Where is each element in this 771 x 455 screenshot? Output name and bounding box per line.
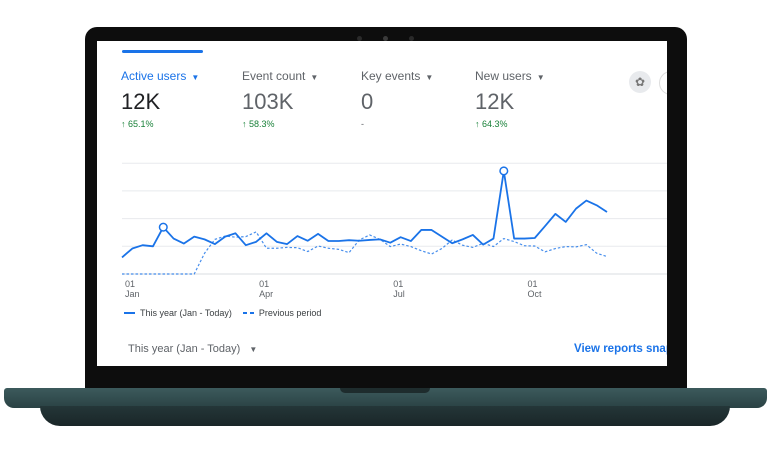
- x-tick-day: 01: [125, 279, 135, 289]
- series-this-year: [121, 170, 608, 259]
- metric-value: 12K: [475, 89, 515, 114]
- arrow-up-icon: ↑: [121, 119, 126, 129]
- legend-solid-swatch: [124, 312, 135, 314]
- x-tick-day: 01: [527, 279, 537, 289]
- x-tick-month: Jul: [393, 289, 405, 299]
- dropdown-caret-icon: ▼: [191, 73, 200, 82]
- metric-active-users[interactable]: Active users ▼ 12K ↑ 65.1%: [121, 69, 199, 129]
- sensor-icon: [409, 36, 414, 41]
- data-point-marker: [499, 166, 509, 176]
- metric-event-count[interactable]: Event count ▼ 103K ↑ 58.3%: [242, 69, 318, 129]
- metric-delta: 58.3%: [249, 119, 275, 129]
- x-tick-month: Jan: [125, 289, 140, 299]
- metric-label: Active users: [121, 69, 187, 83]
- legend-dashed-swatch: [242, 312, 254, 314]
- analytics-card: Active users ▼ 12K ↑ 65.1% Event count ▼ 1…: [97, 41, 667, 366]
- metric-label: Event count: [242, 69, 306, 83]
- dropdown-caret-icon: ▼: [310, 73, 319, 82]
- sensor-icon: [357, 36, 362, 41]
- metric-key-events[interactable]: Key events ▼ 0 -: [361, 69, 433, 129]
- laptop-hinge-notch: [340, 388, 430, 393]
- camera-icon: [383, 36, 388, 41]
- date-range-label: This year (Jan - Today): [128, 343, 241, 355]
- x-tick-day: 01: [259, 279, 269, 289]
- x-tick-month: Oct: [527, 289, 542, 299]
- laptop-base-underside: [40, 406, 730, 426]
- legend-previous-period: Previous period: [258, 308, 322, 318]
- metric-delta: 65.1%: [128, 119, 154, 129]
- date-range-dropdown[interactable]: This year (Jan - Today) ▼: [128, 343, 257, 355]
- dropdown-caret-icon: ▼: [536, 73, 545, 82]
- x-tick-day: 01: [393, 279, 403, 289]
- metric-value: 103K: [242, 89, 294, 114]
- metric-value: 12K: [121, 89, 161, 114]
- legend-this-year: This year (Jan - Today): [140, 308, 232, 318]
- metric-label: Key events: [361, 69, 421, 83]
- series-previous-period: [122, 231, 608, 275]
- x-tick-month: Apr: [259, 289, 273, 299]
- metric-new-users[interactable]: New users ▼ 12K ↑ 64.3%: [475, 69, 545, 129]
- data-point-marker: [158, 222, 168, 232]
- metric-delta: 64.3%: [482, 119, 508, 129]
- chart-legend: This year (Jan - Today) Previous period: [124, 308, 321, 318]
- laptop-base: [4, 388, 767, 408]
- view-reports-snapshot-link[interactable]: View reports snapshot: [574, 343, 667, 355]
- metric-label: New users: [475, 69, 532, 83]
- metric-delta: -: [361, 119, 364, 129]
- insights-icon[interactable]: ✿: [629, 71, 651, 93]
- arrow-up-icon: ↑: [242, 119, 247, 129]
- arrow-up-icon: ↑: [475, 119, 480, 129]
- dropdown-caret-icon: ▼: [425, 73, 434, 82]
- metric-value: 0: [361, 89, 374, 114]
- active-metric-indicator: [122, 50, 203, 53]
- dropdown-caret-icon: ▼: [249, 345, 258, 354]
